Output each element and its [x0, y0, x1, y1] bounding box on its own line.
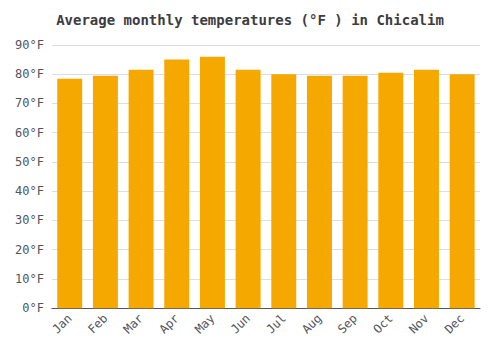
svg-text:70°F: 70°F [15, 96, 44, 110]
svg-text:60°F: 60°F [15, 126, 44, 140]
svg-text:May: May [192, 311, 217, 336]
svg-text:90°F: 90°F [15, 38, 44, 52]
svg-text:Dec: Dec [442, 311, 467, 336]
svg-text:20°F: 20°F [15, 243, 44, 257]
svg-text:40°F: 40°F [15, 184, 44, 198]
svg-text:Aug: Aug [299, 311, 324, 336]
svg-text:Nov: Nov [406, 311, 431, 336]
svg-text:Jul: Jul [264, 311, 289, 336]
svg-text:10°F: 10°F [15, 272, 44, 286]
svg-text:30°F: 30°F [15, 213, 44, 227]
svg-text:Mar: Mar [121, 311, 146, 336]
svg-text:Sep: Sep [335, 311, 360, 336]
svg-text:0°F: 0°F [22, 301, 44, 315]
svg-text:Jan: Jan [49, 311, 74, 336]
svg-text:Oct: Oct [371, 311, 396, 336]
svg-text:Jun: Jun [228, 311, 253, 336]
svg-text:Feb: Feb [85, 311, 110, 336]
svg-text:80°F: 80°F [15, 67, 44, 81]
svg-text:Average monthly temperatures (: Average monthly temperatures (°F ) in Ch… [56, 12, 444, 28]
svg-text:Apr: Apr [156, 311, 181, 336]
svg-text:50°F: 50°F [15, 155, 44, 169]
